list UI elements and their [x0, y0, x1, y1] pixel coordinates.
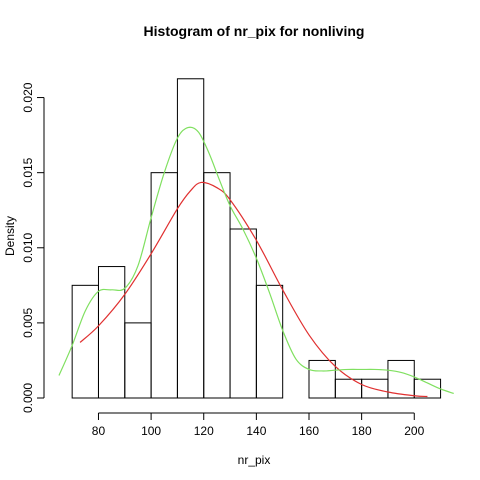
histogram-bar — [71, 284, 99, 399]
y-tick-label: 0.000 — [21, 383, 35, 413]
x-axis: 80 100 120 140 160 180 200 — [92, 412, 425, 438]
x-tick-label: 140 — [246, 424, 266, 438]
x-tick-label: 120 — [194, 424, 214, 438]
y-axis: 0.000 0.005 0.010 0.015 0.020 — [21, 82, 45, 413]
y-tick-label: 0.005 — [21, 308, 35, 338]
normal-density-curve — [79, 181, 428, 398]
histogram-bars — [71, 78, 442, 399]
histogram-bar — [150, 172, 178, 399]
y-tick-label: 0.010 — [21, 232, 35, 262]
y-tick-label: 0.020 — [21, 82, 35, 112]
histogram-bar — [255, 284, 284, 399]
histogram-bar — [124, 322, 152, 399]
histogram-bar — [229, 228, 257, 399]
y-axis-label: Density — [3, 216, 17, 256]
histogram-bar — [97, 266, 126, 399]
histogram-bar — [413, 378, 442, 399]
histogram-bar — [308, 359, 336, 399]
histogram-bar — [203, 172, 231, 399]
chart-title: Histogram of nr_pix for nonliving — [144, 23, 365, 39]
x-tick-label: 200 — [404, 424, 424, 438]
x-axis-label: nr_pix — [238, 453, 271, 467]
x-tick-label: 160 — [299, 424, 319, 438]
histogram-bar — [176, 78, 205, 399]
kernel-density-curve — [58, 126, 454, 395]
x-tick-label: 180 — [352, 424, 372, 438]
x-tick-label: 80 — [92, 424, 106, 438]
density-curves — [58, 126, 454, 398]
x-tick-label: 100 — [141, 424, 161, 438]
y-tick-label: 0.015 — [21, 157, 35, 187]
